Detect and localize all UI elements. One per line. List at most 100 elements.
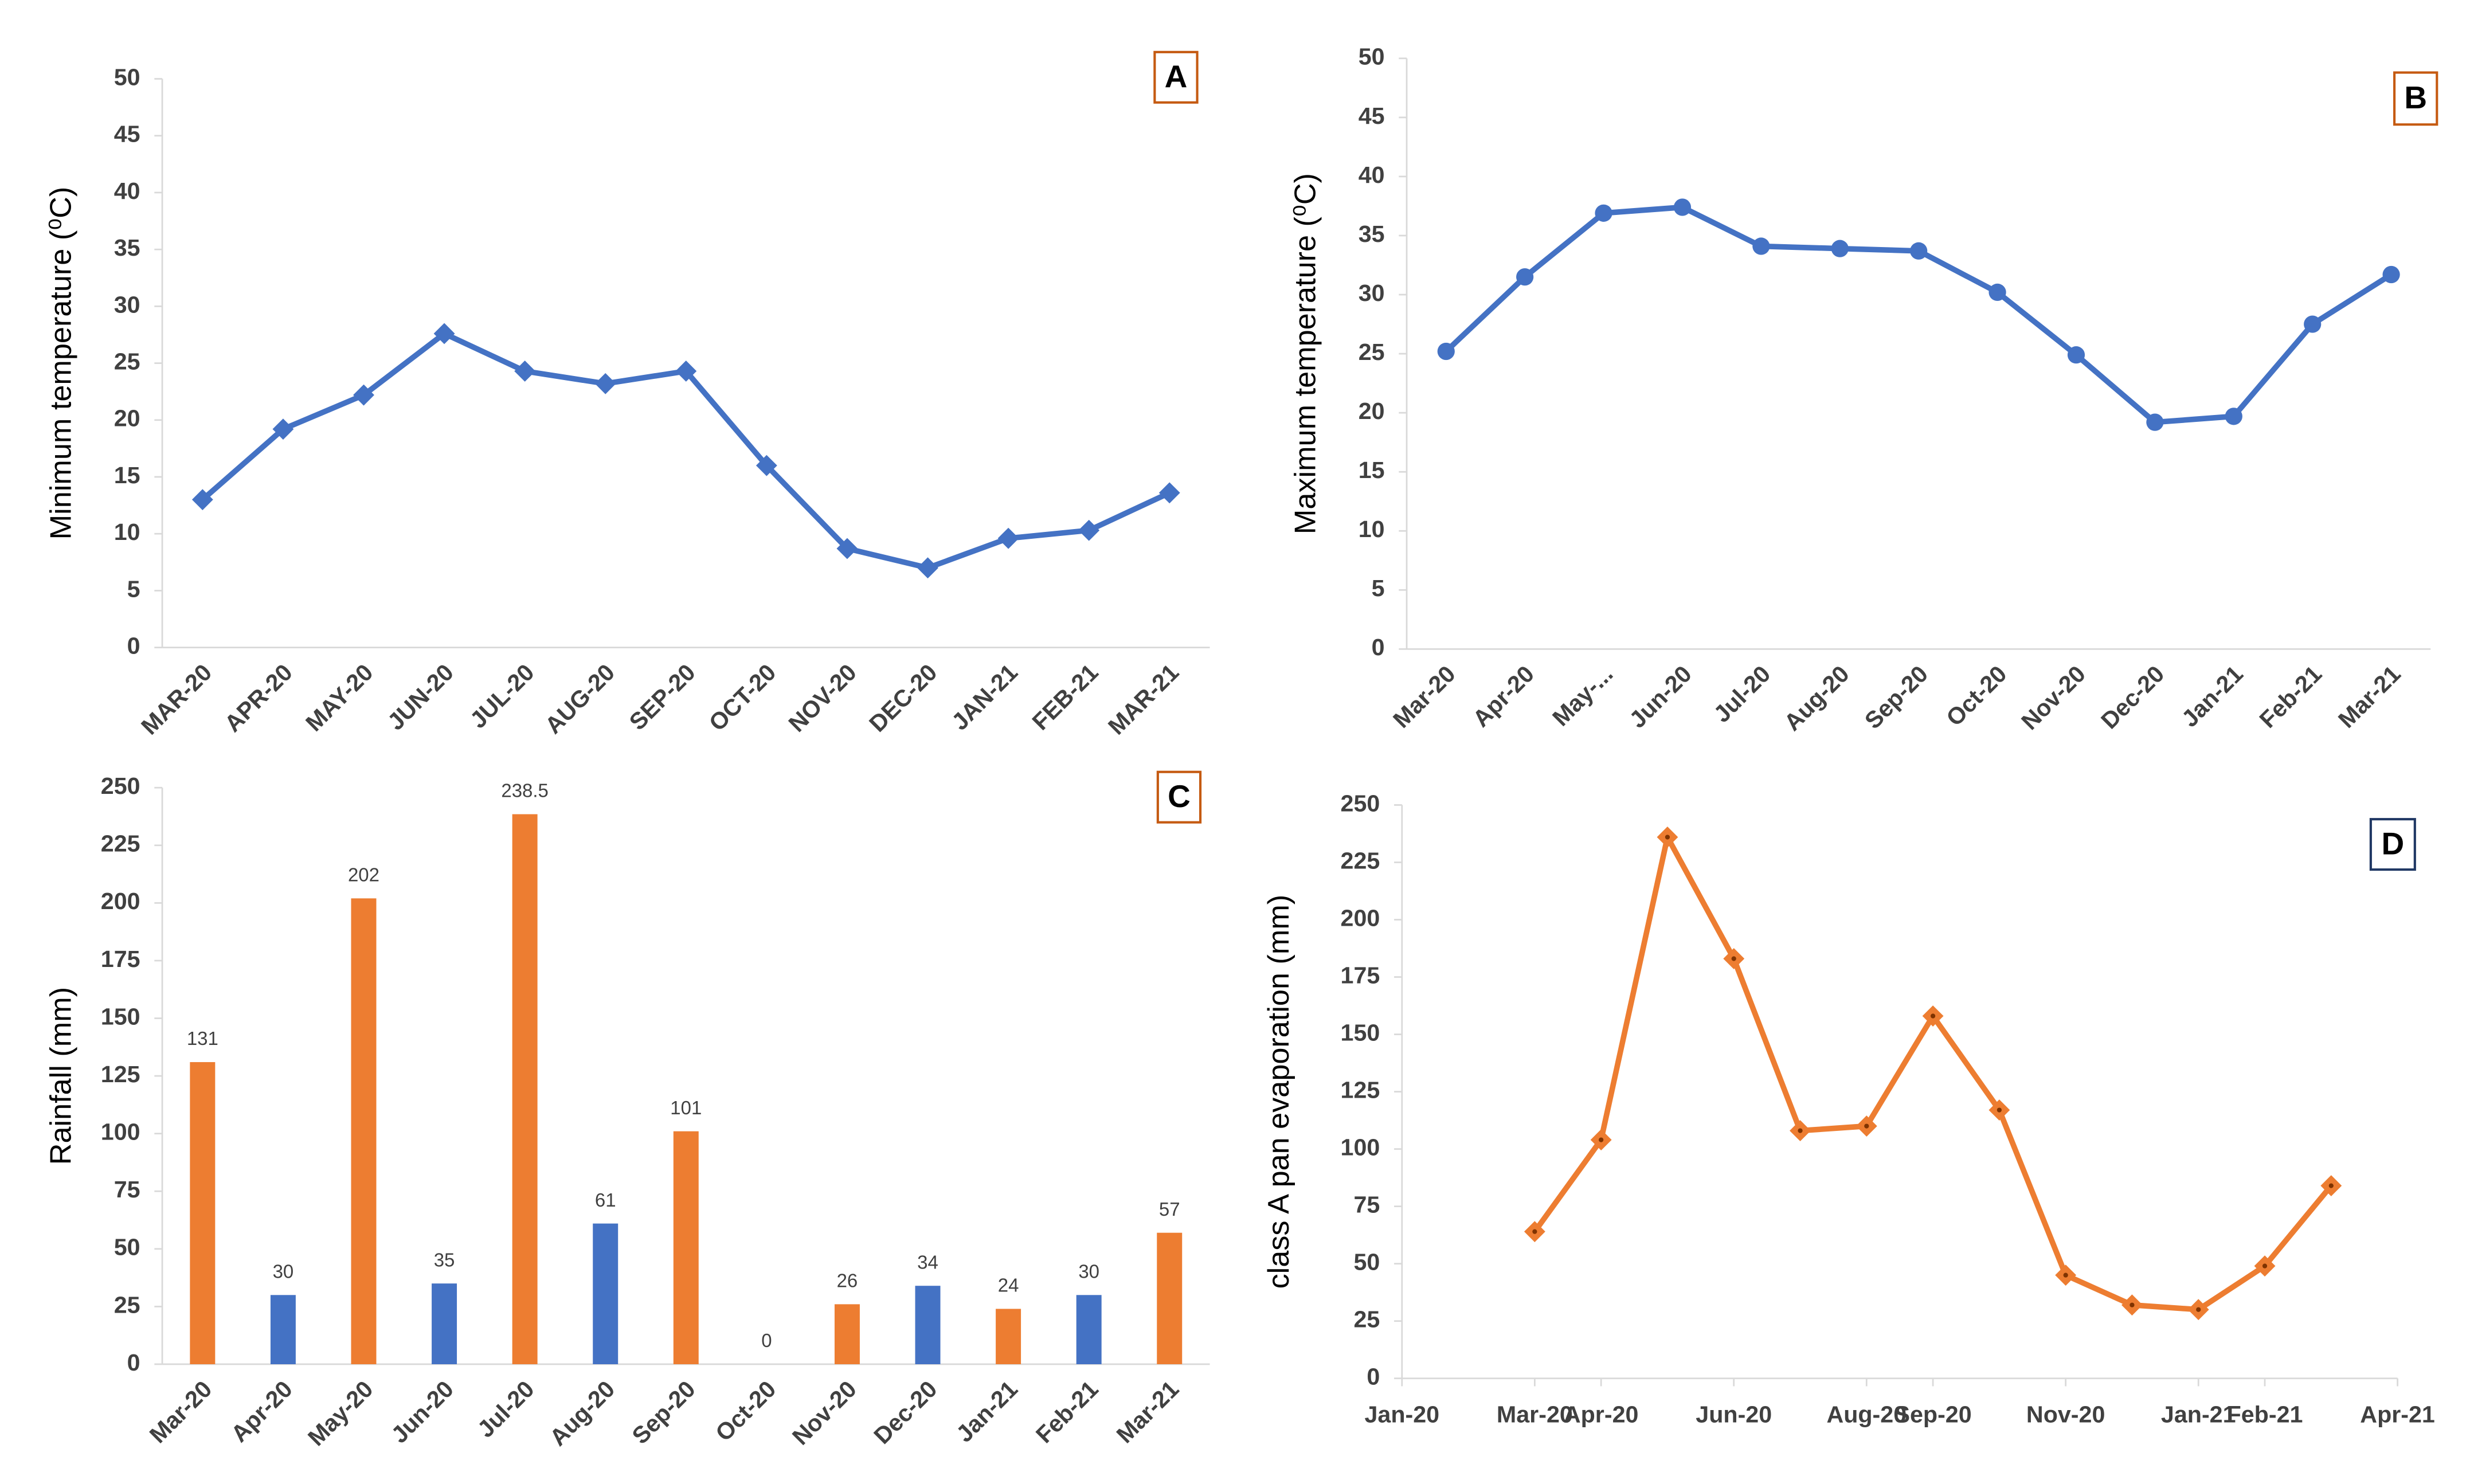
data-label: 0 [761,1330,772,1351]
y-tick-label: 0 [1367,1364,1380,1390]
bar [270,1295,296,1364]
x-tick-label: MAR-21 [1103,659,1184,740]
x-tick-label: Feb-21 [2227,1401,2303,1428]
y-tick-label: 225 [101,831,140,857]
x-tick-label: Nov-20 [2016,660,2091,735]
point [1516,268,1534,286]
x-tick-label: May-... [1547,660,1618,731]
line [1532,834,2334,1313]
x-tick-label: Jan-21 [2177,660,2248,732]
data-label: 34 [917,1251,938,1272]
point-center [1731,956,1736,961]
point-center [2063,1272,2068,1278]
y-tick-label: 200 [101,888,140,914]
point [191,489,213,511]
point [917,557,938,579]
point-center [1532,1229,1537,1234]
point-center [1599,1137,1604,1142]
point [1078,519,1100,541]
y-tick-label: 100 [1341,1134,1380,1160]
point-center [2328,1183,2334,1188]
bar [1076,1295,1102,1364]
bar [1157,1232,1183,1364]
data-label: 30 [1078,1261,1099,1282]
x-tick-label: Mar-21 [1111,1376,1184,1448]
x-tick-label: MAR-20 [136,659,217,740]
point [2382,265,2400,284]
x-tick-label: MAY-20 [300,659,378,737]
y-axis-title: Rainfall (mm) [45,987,78,1165]
data-label: 202 [348,864,379,886]
point [353,384,374,406]
panel-box [1153,50,1199,104]
point [1831,240,1849,257]
data-label: 57 [1159,1199,1180,1220]
panel-label: D [2382,825,2405,861]
x-tick-label: Oct-20 [1941,660,2011,731]
bar [673,1131,699,1364]
bar [512,814,538,1364]
y-tick-label: 25 [1359,339,1385,365]
point [514,361,536,382]
point-center [2130,1302,2135,1307]
x-tick-label: Nov-20 [787,1376,862,1450]
point [1752,237,1770,255]
y-tick-label: 35 [114,234,140,261]
x-tick-label: OCT-20 [704,659,781,737]
point [2067,346,2085,364]
data-label: 238.5 [501,780,549,801]
point [1988,283,2006,302]
y-tick-label: 10 [114,519,140,545]
data-label: 61 [595,1189,616,1211]
y-axis-title: Maximum temperature (⁰C) [1289,173,1322,534]
x-tick-label: Sep-20 [1894,1401,1971,1428]
point [433,323,455,344]
x-tick-label: Jun-20 [1696,1401,1772,1428]
point [1158,482,1180,504]
y-tick-label: 175 [1341,962,1380,988]
x-tick-label: Apr-20 [1467,660,1539,732]
y-tick-label: 100 [101,1119,140,1145]
x-tick-label: NOV-20 [784,659,862,737]
point-center [1665,835,1670,840]
x-tick-label: Jul-20 [472,1376,539,1443]
point [272,418,294,440]
y-tick-label: 10 [1359,516,1385,542]
x-tick-label: Jul-20 [1709,660,1776,727]
y-tick-label: 25 [114,1291,140,1318]
x-tick-label: JUL-20 [465,659,539,734]
data-label: 101 [670,1097,702,1118]
data-label: 30 [273,1261,294,1282]
y-tick-label: 35 [1359,221,1385,247]
point [1595,204,1612,222]
y-tick-label: 125 [1341,1076,1380,1103]
x-tick-label: Mar-20 [1388,660,1460,733]
point-center [1864,1123,1869,1129]
y-tick-label: 15 [1359,457,1385,483]
bar [915,1286,941,1364]
x-tick-label: Dec-20 [868,1376,942,1449]
bar [834,1304,860,1364]
line [1444,204,2393,425]
x-tick-label: Aug-20 [1779,660,1854,735]
point [2304,315,2322,333]
bar [190,1062,216,1364]
x-tick-label: Jan-20 [1364,1401,1439,1428]
point [756,455,777,476]
x-tick-label: Mar-20 [1497,1401,1573,1428]
panel-label: C [1168,778,1191,814]
y-tick-label: 25 [1353,1306,1380,1333]
panel-label: B [2404,80,2427,115]
y-tick-label: 0 [127,1349,140,1376]
x-tick-label: Feb-21 [1031,1376,1103,1448]
y-tick-label: 200 [1341,905,1380,931]
bar [432,1283,457,1364]
y-tick-label: 75 [114,1176,140,1203]
point-center [2262,1263,2268,1268]
panel-box [2369,818,2416,871]
y-tick-label: 15 [114,462,140,488]
y-tick-label: 40 [1359,162,1385,188]
y-tick-label: 250 [101,773,140,799]
bar [593,1223,619,1364]
